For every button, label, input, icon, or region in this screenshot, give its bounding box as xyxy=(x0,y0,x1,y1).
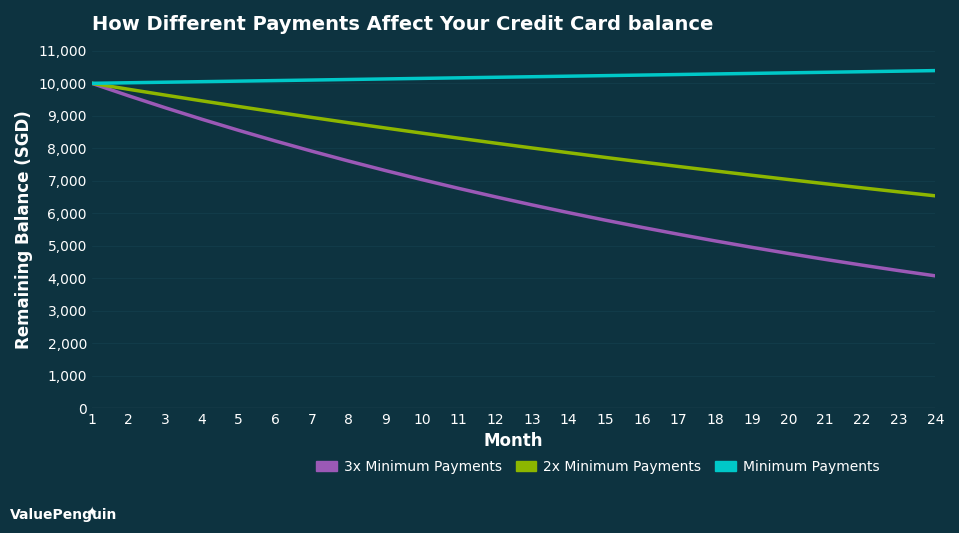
2x Minimum Payments xyxy=(233,103,245,110)
Minimum Payments xyxy=(599,72,611,79)
Minimum Payments xyxy=(342,76,354,83)
Text: ✦: ✦ xyxy=(86,507,97,520)
2x Minimum Payments xyxy=(599,154,611,160)
Text: ValuePenguin: ValuePenguin xyxy=(10,508,117,522)
2x Minimum Payments xyxy=(269,109,281,115)
2x Minimum Payments xyxy=(526,145,538,151)
Minimum Payments xyxy=(123,79,134,86)
2x Minimum Payments xyxy=(306,114,317,120)
Minimum Payments xyxy=(86,80,98,86)
Minimum Payments xyxy=(563,73,574,79)
2x Minimum Payments xyxy=(86,80,98,86)
3x Minimum Payments xyxy=(856,262,868,268)
3x Minimum Payments xyxy=(380,167,391,174)
2x Minimum Payments xyxy=(123,86,134,92)
Minimum Payments xyxy=(746,70,758,77)
2x Minimum Payments xyxy=(746,172,758,179)
3x Minimum Payments xyxy=(893,268,904,274)
3x Minimum Payments xyxy=(306,148,317,155)
3x Minimum Payments xyxy=(710,238,721,244)
3x Minimum Payments xyxy=(342,158,354,164)
3x Minimum Payments xyxy=(159,104,171,111)
2x Minimum Payments xyxy=(929,192,941,199)
Minimum Payments xyxy=(453,75,464,81)
Minimum Payments xyxy=(673,71,685,78)
Text: How Different Payments Affect Your Credit Card balance: How Different Payments Affect Your Credi… xyxy=(92,15,713,34)
Minimum Payments xyxy=(710,71,721,77)
Minimum Payments xyxy=(783,70,794,76)
3x Minimum Payments xyxy=(636,224,647,231)
Minimum Payments xyxy=(893,68,904,75)
2x Minimum Payments xyxy=(380,125,391,131)
3x Minimum Payments xyxy=(489,193,501,200)
Minimum Payments xyxy=(856,69,868,75)
Minimum Payments xyxy=(526,74,538,80)
Y-axis label: Remaining Balance (SGD): Remaining Balance (SGD) xyxy=(15,110,33,349)
2x Minimum Payments xyxy=(673,163,685,169)
Minimum Payments xyxy=(233,78,245,84)
3x Minimum Payments xyxy=(563,209,574,216)
3x Minimum Payments xyxy=(929,273,941,279)
Minimum Payments xyxy=(416,75,428,82)
2x Minimum Payments xyxy=(416,130,428,136)
2x Minimum Payments xyxy=(856,184,868,191)
X-axis label: Month: Month xyxy=(483,432,543,450)
3x Minimum Payments xyxy=(599,217,611,223)
3x Minimum Payments xyxy=(783,251,794,257)
3x Minimum Payments xyxy=(673,231,685,238)
2x Minimum Payments xyxy=(453,135,464,141)
2x Minimum Payments xyxy=(820,181,831,187)
2x Minimum Payments xyxy=(563,150,574,156)
Minimum Payments xyxy=(196,78,207,85)
Line: 3x Minimum Payments: 3x Minimum Payments xyxy=(92,83,935,276)
Line: 2x Minimum Payments: 2x Minimum Payments xyxy=(92,83,935,196)
3x Minimum Payments xyxy=(416,176,428,183)
Minimum Payments xyxy=(380,76,391,82)
3x Minimum Payments xyxy=(526,201,538,208)
2x Minimum Payments xyxy=(636,159,647,165)
3x Minimum Payments xyxy=(86,80,98,86)
2x Minimum Payments xyxy=(783,176,794,183)
2x Minimum Payments xyxy=(710,168,721,174)
2x Minimum Payments xyxy=(196,98,207,104)
3x Minimum Payments xyxy=(123,93,134,99)
2x Minimum Payments xyxy=(893,189,904,195)
Minimum Payments xyxy=(820,69,831,76)
3x Minimum Payments xyxy=(746,244,758,251)
3x Minimum Payments xyxy=(820,256,831,263)
Minimum Payments xyxy=(269,77,281,84)
2x Minimum Payments xyxy=(489,140,501,146)
3x Minimum Payments xyxy=(453,185,464,191)
3x Minimum Payments xyxy=(269,138,281,144)
3x Minimum Payments xyxy=(233,127,245,133)
Legend: 3x Minimum Payments, 2x Minimum Payments, Minimum Payments: 3x Minimum Payments, 2x Minimum Payments… xyxy=(311,455,885,480)
Minimum Payments xyxy=(489,74,501,80)
Minimum Payments xyxy=(159,79,171,85)
2x Minimum Payments xyxy=(342,119,354,126)
Line: Minimum Payments: Minimum Payments xyxy=(92,70,935,83)
3x Minimum Payments xyxy=(196,116,207,123)
Minimum Payments xyxy=(636,72,647,78)
Minimum Payments xyxy=(929,67,941,74)
2x Minimum Payments xyxy=(159,92,171,98)
Minimum Payments xyxy=(306,77,317,83)
